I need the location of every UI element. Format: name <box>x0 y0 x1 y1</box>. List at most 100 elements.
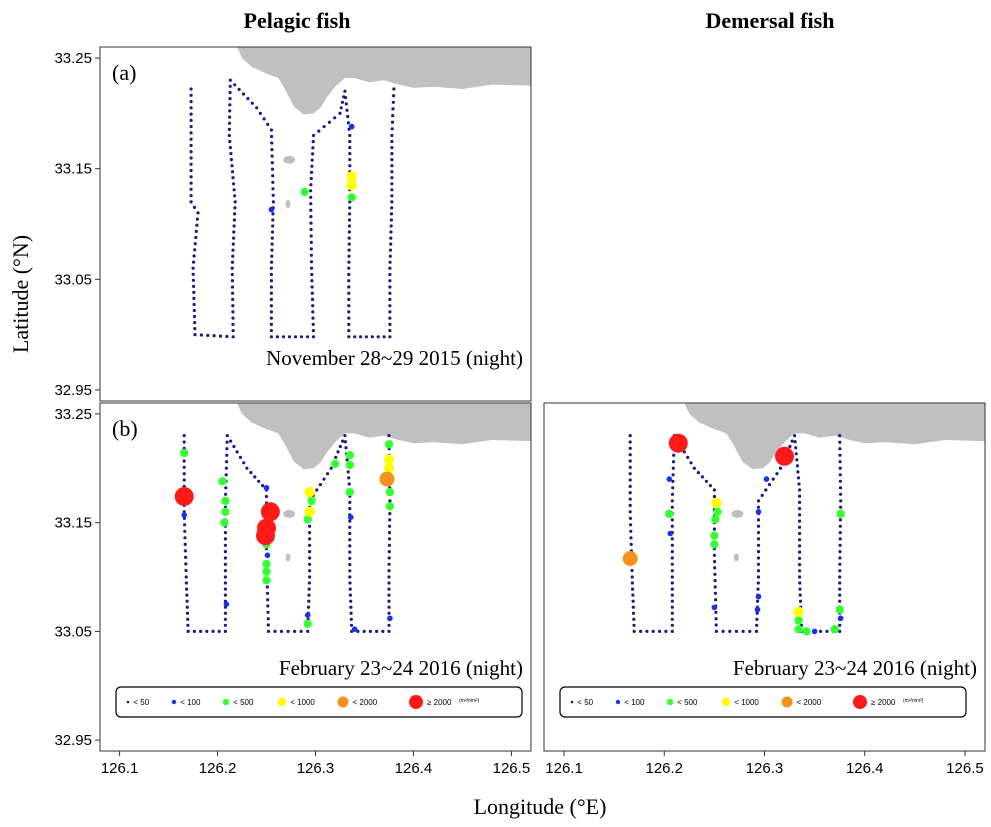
track-dot <box>225 447 229 451</box>
track-dot <box>308 524 312 528</box>
track-dot <box>287 335 292 339</box>
track-dot <box>628 453 632 457</box>
track-dot <box>755 623 759 627</box>
track-dot <box>347 224 351 228</box>
track-dot <box>756 499 761 503</box>
track-dot <box>756 531 761 535</box>
track-dot <box>389 212 394 216</box>
track-dot <box>838 531 842 535</box>
track-dot <box>670 575 674 579</box>
track-dot <box>388 291 392 295</box>
track-dot <box>347 322 351 326</box>
track-dot <box>189 87 193 91</box>
track-dot <box>270 236 274 240</box>
track-dot <box>390 158 394 162</box>
track-dot <box>269 329 273 333</box>
track-dot <box>347 304 351 308</box>
track-dot <box>223 562 227 566</box>
data-point-lt500 <box>180 448 189 458</box>
track-dot <box>193 327 197 331</box>
track-dot <box>232 230 236 234</box>
track-dot <box>238 455 242 459</box>
track-dot <box>199 629 203 634</box>
track-dot <box>387 575 391 579</box>
track-dot <box>318 483 322 487</box>
track-dot <box>838 460 842 464</box>
track-dot <box>798 563 802 567</box>
legend-marker-lt1000 <box>721 697 731 707</box>
data-point-lt500 <box>345 451 354 460</box>
track-dot <box>231 297 235 301</box>
track-dot <box>389 218 393 222</box>
track-dot <box>269 285 273 289</box>
track-dot <box>229 152 233 156</box>
track-dot <box>308 556 312 560</box>
track-dot <box>192 254 196 258</box>
data-point-lt500 <box>262 567 271 576</box>
track-dot <box>257 479 261 483</box>
track-dot <box>714 610 718 614</box>
track-dot <box>714 617 718 621</box>
track-dot <box>756 505 761 509</box>
data-point-lt500 <box>385 488 395 497</box>
track-dot <box>798 488 802 492</box>
track-dot <box>388 524 392 528</box>
track-dot <box>348 206 352 210</box>
track-dot <box>670 599 674 603</box>
track-dot <box>270 254 274 258</box>
track-dot <box>387 550 391 554</box>
track-dot <box>191 272 195 276</box>
track-dot <box>231 335 235 339</box>
track-dot <box>692 466 696 470</box>
y-tick-label: 33.05 <box>54 623 92 640</box>
data-points <box>622 433 845 636</box>
track-dot <box>275 335 279 339</box>
track-dot <box>189 131 193 135</box>
track-dot <box>185 587 189 591</box>
track-dot <box>721 629 725 634</box>
track-dot <box>348 152 352 156</box>
track-dot <box>628 459 632 463</box>
track-dot <box>269 297 273 301</box>
track-dot <box>232 188 236 192</box>
track-dot <box>309 189 313 193</box>
track-dot <box>223 543 227 547</box>
y-axis-title: Latitude (°N) <box>8 235 33 353</box>
track-dot <box>347 285 351 289</box>
track-dot <box>389 242 393 246</box>
track-dot <box>631 605 635 609</box>
track-dot <box>387 537 392 541</box>
data-point-lt500 <box>713 507 722 516</box>
track-dot <box>839 499 843 503</box>
track-dot <box>271 187 275 191</box>
track-dot <box>388 316 392 320</box>
track-dot <box>233 206 237 210</box>
track-dot <box>230 285 235 289</box>
track-dot <box>309 234 313 238</box>
track-dot <box>390 188 394 192</box>
track-dot <box>193 248 197 252</box>
track-dot <box>233 212 237 216</box>
track-dot <box>347 248 351 252</box>
track-dot <box>223 550 227 554</box>
track-dot <box>245 466 249 470</box>
track-dot <box>241 92 246 96</box>
panel-label: (a) <box>112 60 136 85</box>
track-dot <box>347 329 351 333</box>
track-dot <box>192 302 196 307</box>
legend-marker-ge2000 <box>853 695 867 709</box>
track-dot <box>266 623 270 627</box>
track-dot <box>347 279 351 283</box>
data-point-lt1000 <box>304 506 315 517</box>
track-dot <box>191 266 195 270</box>
track-dot <box>671 466 675 470</box>
track-dot <box>347 236 351 240</box>
track-dot <box>189 106 193 110</box>
track-dot <box>189 100 193 104</box>
track-dot <box>671 460 676 464</box>
data-point-lt500 <box>262 559 271 569</box>
legend-box <box>559 686 967 718</box>
track-dot <box>228 97 232 101</box>
data-point-ge2000 <box>668 433 688 453</box>
track-dot <box>348 581 352 585</box>
